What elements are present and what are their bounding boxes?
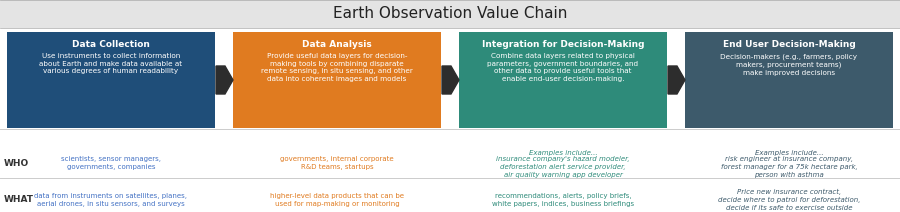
Text: End User Decision-Making: End User Decision-Making <box>723 40 855 49</box>
Text: WHO: WHO <box>4 159 29 167</box>
Bar <box>7 32 215 128</box>
Text: Earth Observation Value Chain: Earth Observation Value Chain <box>333 7 567 21</box>
Text: Data Collection: Data Collection <box>72 40 150 49</box>
Polygon shape <box>668 66 685 94</box>
Bar <box>0 28 900 212</box>
Text: Examples include...: Examples include... <box>755 150 824 156</box>
Text: higher-level data products that can be
used for map-making or monitoring: higher-level data products that can be u… <box>270 193 404 207</box>
Text: governments, internal corporate
R&D teams, startups: governments, internal corporate R&D team… <box>280 156 394 170</box>
Text: Use instruments to collect information
about Earth and make data available at
va: Use instruments to collect information a… <box>40 53 183 74</box>
Text: Provide useful data layers for decision-
making tools by combining disparate
rem: Provide useful data layers for decision-… <box>261 53 413 82</box>
Text: Integration for Decision-Making: Integration for Decision-Making <box>482 40 644 49</box>
Polygon shape <box>216 66 233 94</box>
Text: data from instruments on satellites, planes,
aerial drones, in situ sensors, and: data from instruments on satellites, pla… <box>34 193 187 207</box>
Text: Price new insurance contract,
decide where to patrol for deforestation,
decide i: Price new insurance contract, decide whe… <box>718 189 860 211</box>
Text: scientists, sensor managers,
governments, companies: scientists, sensor managers, governments… <box>61 156 161 170</box>
Bar <box>0 0 900 28</box>
Text: Combine data layers related to physical
parameters, government boundaries, and
o: Combine data layers related to physical … <box>488 53 639 82</box>
Bar <box>685 32 893 128</box>
Text: Decision-makers (e.g., farmers, policy
makers, procurement teams)
make improved : Decision-makers (e.g., farmers, policy m… <box>721 53 858 75</box>
Text: WHAT: WHAT <box>4 195 34 205</box>
Text: Data Analysis: Data Analysis <box>302 40 372 49</box>
Text: risk engineer at insurance company,
forest manager for a 75k hectare park,
perso: risk engineer at insurance company, fore… <box>721 156 858 178</box>
Text: Examples include...: Examples include... <box>528 150 598 156</box>
Text: insurance company's hazard modeler,
deforestation alert service provider,
air qu: insurance company's hazard modeler, defo… <box>496 156 630 178</box>
Bar <box>233 32 441 128</box>
Bar <box>459 32 667 128</box>
Text: recommendations, alerts, policy briefs,
white papers, indices, business briefing: recommendations, alerts, policy briefs, … <box>492 193 634 207</box>
Polygon shape <box>442 66 459 94</box>
